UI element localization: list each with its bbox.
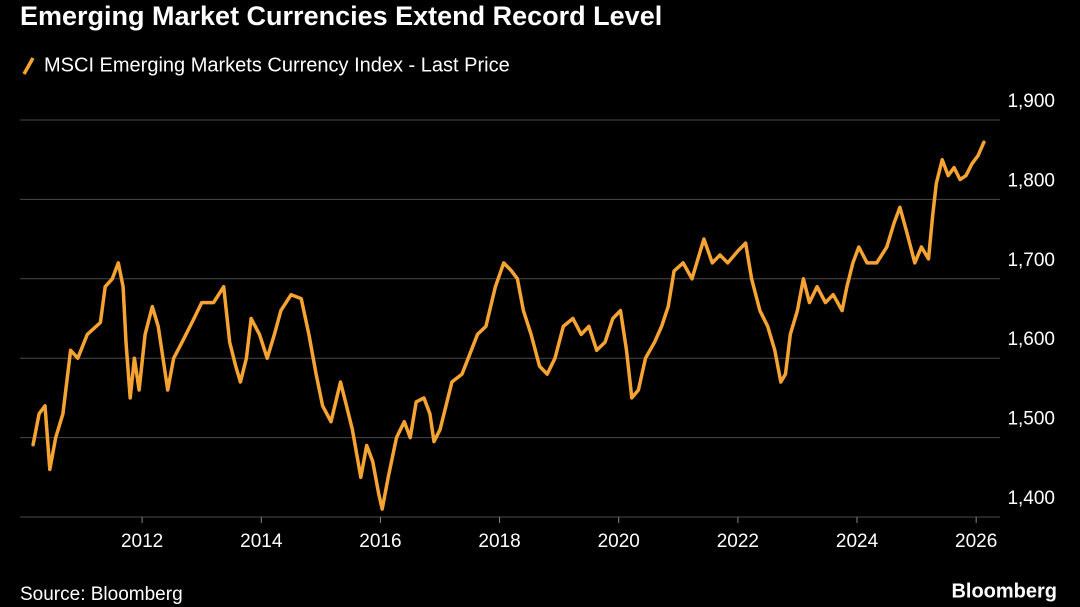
x-tick-label: 2022	[717, 531, 759, 552]
x-tick-label: 2024	[836, 531, 879, 552]
legend-swatch	[22, 57, 35, 75]
chart-title: Emerging Market Currencies Extend Record…	[20, 1, 662, 31]
x-tick-label: 2016	[359, 531, 401, 552]
y-tick-label: 1,800	[1007, 170, 1055, 191]
brand: Bloomberg	[951, 580, 1057, 602]
x-tick-label: 2020	[598, 531, 640, 552]
y-tick-label: 1,500	[1007, 409, 1055, 430]
y-tick-label: 1,700	[1007, 250, 1055, 271]
x-tick-label: 2018	[478, 531, 520, 552]
x-tick-label: 2014	[240, 531, 283, 552]
y-tick-label: 1,600	[1007, 329, 1055, 350]
line	[31, 140, 986, 511]
x-tick-label: 2026	[955, 531, 997, 552]
source: Source: Bloomberg	[20, 584, 183, 605]
x-tick-label: 2012	[121, 531, 163, 552]
y-tick-label: 1,400	[1007, 488, 1055, 509]
y-tick-label: 1,900	[1007, 91, 1055, 112]
legend-label: MSCI Emerging Markets Currency Index - L…	[44, 54, 510, 76]
